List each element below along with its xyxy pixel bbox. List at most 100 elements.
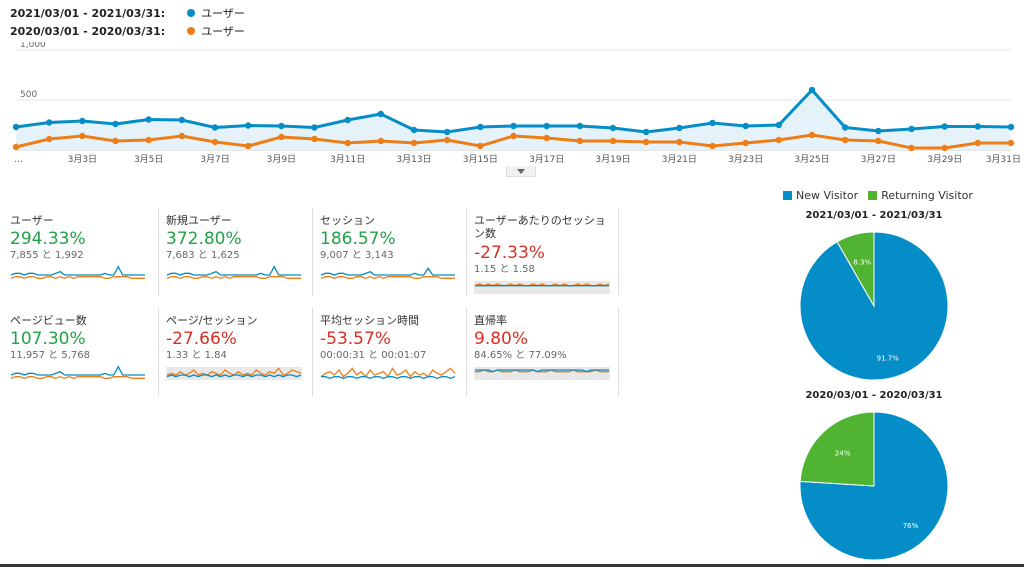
data-point-current[interactable] (609, 124, 617, 132)
data-point-previous[interactable] (676, 138, 683, 146)
data-point-current[interactable] (841, 124, 849, 131)
data-point-current[interactable] (709, 119, 716, 127)
data-point-current[interactable] (244, 122, 252, 129)
data-point-previous[interactable] (178, 132, 186, 140)
data-point-current[interactable] (974, 123, 982, 130)
metric-tile[interactable]: ページ/セッション -27.66% 1.33 と 1.84 (166, 314, 306, 400)
data-point-previous[interactable] (278, 133, 285, 141)
pie-slice-returning-visitor[interactable] (836, 231, 875, 308)
data-point-previous[interactable] (1007, 139, 1015, 147)
data-point-current[interactable] (178, 116, 186, 124)
metric-comparison: 7,855 と 1,992 (10, 250, 84, 261)
data-point-previous[interactable] (477, 142, 484, 150)
metric-tile[interactable]: セッション 186.57% 9,007 と 3,143 (320, 214, 460, 300)
data-point-previous[interactable] (543, 134, 550, 142)
metric-tile[interactable]: 平均セッション時間 -53.57% 00:00:31 と 00:01:07 (320, 314, 460, 400)
data-point-previous[interactable] (576, 137, 584, 145)
metric-tile[interactable]: 新規ユーザー 372.80% 7,683 と 1,625 (166, 214, 306, 300)
metric-divider (466, 208, 467, 296)
data-point-current[interactable] (145, 116, 152, 123)
data-point-current[interactable] (510, 122, 517, 130)
data-point-current[interactable] (543, 122, 550, 130)
data-point-previous[interactable] (211, 138, 219, 146)
data-point-previous[interactable] (443, 136, 451, 144)
data-point-current[interactable] (477, 123, 484, 131)
pie-legend-returning[interactable]: Returning Visitor (881, 189, 973, 202)
sparkline-previous (320, 367, 456, 378)
sparkline-current (321, 376, 456, 380)
data-point-current[interactable] (908, 125, 915, 133)
metric-tile[interactable]: ユーザーあたりのセッション数 -27.33% 1.15 と 1.58 (474, 214, 614, 300)
data-point-previous[interactable] (377, 137, 385, 145)
data-point-current[interactable] (377, 110, 385, 118)
data-point-previous[interactable] (510, 132, 517, 140)
metric-sparkline (10, 265, 145, 280)
data-point-previous[interactable] (609, 137, 617, 145)
chart-expand-handle[interactable] (506, 166, 536, 177)
data-point-current[interactable] (12, 123, 20, 131)
metric-tile[interactable]: ユーザー 294.33% 7,855 と 1,992 (10, 214, 150, 300)
data-point-current[interactable] (410, 126, 418, 134)
pie-legend-new[interactable]: New Visitor (796, 189, 859, 202)
data-point-current[interactable] (875, 127, 882, 135)
metric-comparison: 1.15 と 1.58 (474, 264, 535, 275)
metric-divider (312, 208, 313, 296)
data-point-current[interactable] (344, 116, 351, 124)
data-point-current[interactable] (211, 124, 219, 131)
data-point-current[interactable] (1007, 123, 1015, 131)
pie-slice-returning-visitor[interactable] (799, 411, 875, 487)
data-point-previous[interactable] (742, 139, 749, 147)
data-point-current[interactable] (941, 123, 948, 130)
metric-sparkline (474, 367, 610, 380)
data-point-previous[interactable] (974, 139, 982, 147)
data-point-current[interactable] (676, 124, 683, 132)
sparkline-current (10, 365, 145, 376)
metric-label: 直帰率 (474, 314, 507, 327)
sparkline-previous (320, 275, 455, 280)
data-point-current[interactable] (576, 122, 584, 130)
metric-tile[interactable]: 直帰率 9.80% 84.65% と 77.09% (474, 314, 614, 400)
chevron-down-icon (517, 168, 525, 174)
data-point-previous[interactable] (145, 136, 152, 144)
data-point-previous[interactable] (410, 139, 418, 147)
metric-tile[interactable]: ページビュー数 107.30% 11,957 と 5,768 (10, 314, 150, 400)
data-point-previous[interactable] (12, 143, 20, 151)
data-point-current[interactable] (45, 119, 53, 126)
data-point-current[interactable] (278, 122, 285, 130)
data-point-current[interactable] (775, 121, 783, 129)
data-point-previous[interactable] (112, 137, 119, 145)
data-point-previous[interactable] (45, 135, 53, 143)
data-point-previous[interactable] (79, 132, 86, 140)
data-point-previous[interactable] (841, 136, 849, 144)
pie-slice-new-visitor[interactable] (799, 411, 949, 561)
metric-sparkline (474, 281, 610, 294)
returning-visitor-swatch (868, 191, 878, 200)
pie-chart-previous[interactable]: 76% 24% (798, 410, 950, 562)
data-point-previous[interactable] (311, 135, 318, 143)
pie-chart-current[interactable]: 91.7% 8.3% (798, 230, 950, 382)
data-point-previous[interactable] (875, 137, 882, 145)
data-point-previous[interactable] (244, 142, 252, 150)
data-point-current[interactable] (808, 86, 816, 94)
data-point-previous[interactable] (808, 131, 816, 139)
data-point-previous[interactable] (908, 144, 915, 152)
data-point-previous[interactable] (709, 142, 716, 150)
data-point-current[interactable] (112, 120, 119, 128)
data-point-current[interactable] (443, 128, 451, 136)
metric-divider (466, 308, 467, 396)
users-line-chart[interactable]: 1,000 500 … 3月3日 3月5日 3月7日 3月9日 3月11日 3月13日 3月15日… (0, 42, 1024, 170)
metric-label: 平均セッション時間 (320, 314, 419, 327)
data-point-previous[interactable] (941, 144, 948, 152)
data-point-current[interactable] (642, 128, 650, 136)
data-point-previous[interactable] (344, 139, 351, 147)
data-point-previous[interactable] (775, 136, 783, 144)
data-point-current[interactable] (742, 122, 749, 130)
new-visitor-swatch (783, 191, 792, 200)
data-point-current[interactable] (79, 117, 86, 125)
x-tick-label: 3月11日 (330, 154, 365, 165)
data-point-previous[interactable] (642, 138, 650, 146)
data-point-current[interactable] (311, 124, 318, 131)
y-tick-label: 500 (20, 90, 37, 100)
metric-value: 9.80% (474, 329, 529, 349)
x-tick-label: 3月7日 (200, 154, 229, 165)
